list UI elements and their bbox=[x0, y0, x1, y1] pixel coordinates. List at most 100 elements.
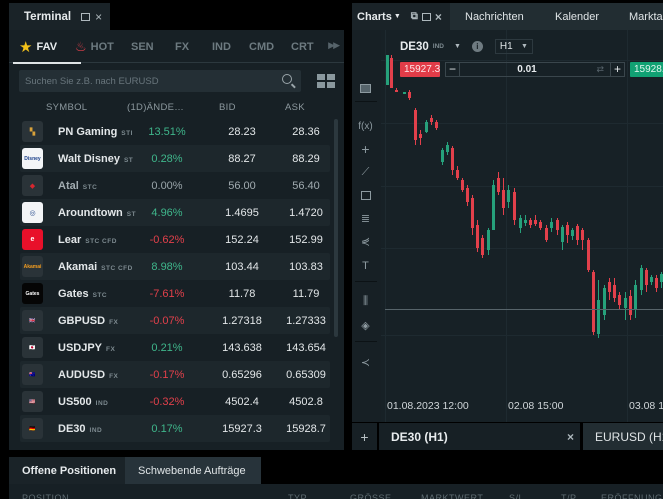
charts-tab[interactable]: Charts ▼ ⧉ × bbox=[352, 3, 450, 30]
plus-icon[interactable]: + bbox=[610, 63, 624, 76]
ask-value[interactable]: 0.65309 bbox=[286, 368, 326, 381]
function-icon[interactable]: f(x) bbox=[358, 121, 373, 132]
chart-tab-de30[interactable]: DE30 (H1) × bbox=[379, 423, 580, 450]
chart-type-icon[interactable] bbox=[358, 81, 373, 96]
grid-view-icon[interactable] bbox=[317, 74, 335, 88]
bid-value[interactable]: 88.27 bbox=[228, 152, 256, 165]
instrument-row[interactable]: Disney Walt Disney ST 0.28% 88.27 88.29 bbox=[20, 145, 330, 172]
ask-value[interactable]: 152.99 bbox=[289, 233, 323, 246]
bid-value[interactable]: 1.4695 bbox=[225, 206, 259, 219]
text-icon[interactable]: T bbox=[362, 259, 369, 272]
trendline-icon[interactable]: ⟋ bbox=[361, 166, 370, 178]
bid-value[interactable]: 143.638 bbox=[222, 341, 262, 354]
maximize-icon[interactable] bbox=[81, 12, 91, 21]
tab-cmd[interactable]: CMD bbox=[249, 30, 274, 63]
search-icon[interactable] bbox=[282, 74, 292, 84]
popout-icon[interactable]: ⧉ bbox=[410, 11, 418, 22]
tab-crt[interactable]: CRT bbox=[291, 30, 314, 63]
bid-value[interactable]: 11.78 bbox=[228, 287, 256, 300]
charts-tabbar: Charts ▼ ⧉ × Nachrichten Kalender Markta… bbox=[352, 3, 663, 30]
tab-fav[interactable]: ★ FAV bbox=[12, 30, 82, 64]
info-icon[interactable]: i bbox=[471, 41, 483, 52]
share-icon[interactable]: ≺ bbox=[360, 357, 371, 369]
maximize-icon[interactable] bbox=[421, 12, 431, 21]
column-header-market-value[interactable]: MARKTWERT bbox=[421, 493, 484, 499]
bid-value[interactable]: 56.00 bbox=[228, 179, 256, 192]
instrument-selector[interactable]: DE30 IND ▼ i H1 ▼ bbox=[400, 39, 533, 54]
bid-value[interactable]: 28.23 bbox=[228, 125, 256, 138]
column-header-size[interactable]: GRÖSSE bbox=[350, 493, 392, 499]
layers-icon[interactable]: ◈ bbox=[361, 320, 370, 332]
column-header-change[interactable]: (1D)ÄNDE… bbox=[127, 102, 185, 113]
minus-icon[interactable]: − bbox=[446, 63, 460, 76]
tab-ind[interactable]: IND bbox=[212, 30, 231, 63]
instrument-row[interactable]: 🇬🇧 GBPUSD FX -0.07% 1.27318 1.27333 bbox=[20, 307, 330, 334]
ask-value[interactable]: 103.83 bbox=[289, 260, 323, 273]
quantity-stepper[interactable]: − 0.01 ⇄ + bbox=[445, 62, 625, 77]
bid-value[interactable]: 1.27318 bbox=[222, 314, 262, 327]
instrument-row[interactable]: ◎ Aroundtown ST 4.96% 1.4695 1.4720 bbox=[20, 199, 330, 226]
price-chart[interactable]: 01.08.2023 12:00 02.08 15:00 03.08 18:00 bbox=[381, 30, 663, 422]
tab-pending-orders[interactable]: Schwebende Aufträge bbox=[125, 457, 261, 484]
timeframe-select[interactable]: H1 ▼ bbox=[494, 39, 533, 54]
column-header-symbol[interactable]: SYMBOL bbox=[46, 102, 88, 113]
tab-marktanalyse[interactable]: Marktanalyse bbox=[629, 10, 663, 23]
ask-value[interactable]: 28.36 bbox=[292, 125, 320, 138]
add-chart-button[interactable]: + bbox=[352, 423, 377, 450]
instrument-row[interactable]: Akamai Akamai STC CFD 8.98% 103.44 103.83 bbox=[20, 253, 330, 280]
ask-value[interactable]: 11.79 bbox=[292, 287, 320, 300]
column-header-sl[interactable]: S/L bbox=[509, 493, 525, 499]
bid-value[interactable]: 103.44 bbox=[225, 260, 259, 273]
column-header-type[interactable]: TYP bbox=[288, 493, 308, 499]
pitchfork-icon[interactable]: ⋞ bbox=[360, 236, 371, 248]
instrument-row[interactable]: Gates Gates STC -7.61% 11.78 11.79 bbox=[20, 280, 330, 307]
bid-value[interactable]: 0.65296 bbox=[222, 368, 262, 381]
column-header-ask[interactable]: ASK bbox=[285, 102, 305, 113]
instrument-row[interactable]: e Lear STC CFD -0.62% 152.24 152.99 bbox=[20, 226, 330, 253]
tab-open-positions[interactable]: Offene Positionen × bbox=[9, 457, 146, 484]
bid-value[interactable]: 152.24 bbox=[225, 233, 259, 246]
column-header-opening[interactable]: ERÖFFNUNGS bbox=[601, 493, 663, 499]
instrument-row[interactable]: 🇯🇵 USDJPY FX 0.21% 143.638 143.654 bbox=[20, 334, 330, 361]
column-header-bid[interactable]: BID bbox=[219, 102, 236, 113]
close-icon[interactable]: × bbox=[566, 429, 574, 444]
rectangle-icon[interactable] bbox=[358, 188, 373, 203]
search-input[interactable]: Suchen Sie z.B. nach EURUSD bbox=[19, 70, 301, 92]
sell-button[interactable]: 15927.3 bbox=[400, 62, 440, 77]
double-chevron-right-icon[interactable]: ▶▶ bbox=[328, 40, 340, 50]
instrument-row[interactable]: 🇩🇪 DE30 IND 0.17% 15927.3 15928.7 bbox=[20, 415, 330, 442]
tab-kalender[interactable]: Kalender bbox=[555, 10, 600, 23]
crosshair-icon[interactable]: + bbox=[361, 140, 370, 157]
terminal-tab[interactable]: Terminal × bbox=[9, 3, 110, 30]
fibonacci-icon[interactable]: ≣ bbox=[360, 213, 371, 225]
ask-value[interactable]: 88.29 bbox=[292, 152, 320, 165]
ask-value[interactable]: 56.40 bbox=[292, 179, 320, 192]
bid-value[interactable]: 15927.3 bbox=[222, 422, 262, 435]
tab-hot[interactable]: ♨ HOT bbox=[75, 30, 114, 63]
buy-button[interactable]: 15928.7 bbox=[630, 62, 663, 77]
instrument-row[interactable]: 🇺🇸 US500 IND -0.32% 4502.4 4502.8 bbox=[20, 388, 330, 415]
indicator-icon[interactable]: ⫼ bbox=[362, 295, 369, 307]
ask-value[interactable]: 15928.7 bbox=[286, 422, 326, 435]
ask-value[interactable]: 4502.8 bbox=[289, 395, 323, 408]
ask-value[interactable]: 143.654 bbox=[286, 341, 326, 354]
instrument-row[interactable]: ▚ PN Gaming STI 13.51% 28.23 28.36 bbox=[20, 118, 330, 145]
chart-tab-eurusd[interactable]: EURUSD (H1) bbox=[583, 423, 663, 450]
instrument-row[interactable]: ◆ Atal STC 0.00% 56.00 56.40 bbox=[20, 172, 330, 199]
column-header-tp[interactable]: T/P bbox=[561, 493, 577, 499]
instrument-list-scrollbar[interactable] bbox=[334, 119, 338, 337]
bid-value[interactable]: 4502.4 bbox=[225, 395, 259, 408]
close-icon[interactable]: × bbox=[95, 9, 103, 24]
quantity-input[interactable]: 0.01 bbox=[517, 64, 537, 75]
instrument-row[interactable]: 🇦🇺 AUDUSD FX -0.17% 0.65296 0.65309 bbox=[20, 361, 330, 388]
ask-value[interactable]: 1.27333 bbox=[286, 314, 326, 327]
caret-down-icon[interactable]: ▼ bbox=[453, 43, 461, 50]
column-header-position[interactable]: POSITION bbox=[22, 493, 70, 499]
tab-sen[interactable]: SEN bbox=[131, 30, 154, 63]
tab-nachrichten[interactable]: Nachrichten bbox=[465, 10, 524, 23]
caret-down-icon[interactable]: ▼ bbox=[393, 13, 401, 20]
swap-icon[interactable]: ⇄ bbox=[596, 64, 604, 74]
ask-value[interactable]: 1.4720 bbox=[289, 206, 323, 219]
close-icon[interactable]: × bbox=[434, 9, 442, 24]
tab-fx[interactable]: FX bbox=[175, 30, 189, 63]
